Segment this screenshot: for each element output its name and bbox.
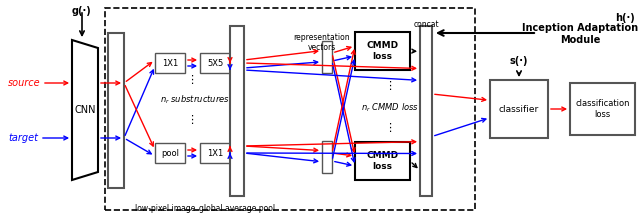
Text: source: source: [8, 78, 40, 88]
Text: $n_r$ substructures: $n_r$ substructures: [160, 94, 230, 106]
Text: classification
loss: classification loss: [575, 99, 630, 119]
Bar: [155, 53, 185, 73]
Bar: [200, 53, 230, 73]
Text: s(·): s(·): [509, 56, 528, 66]
Bar: [105, 8, 475, 210]
Text: CMMD
loss: CMMD loss: [367, 41, 399, 61]
Bar: [200, 143, 230, 163]
Text: ⋮: ⋮: [186, 115, 198, 125]
Polygon shape: [72, 40, 98, 180]
Bar: [322, 141, 332, 173]
Bar: [108, 33, 124, 188]
Bar: [420, 26, 432, 196]
Bar: [155, 143, 185, 163]
Text: 5X5: 5X5: [207, 58, 223, 68]
Bar: [355, 142, 410, 180]
Text: classifier: classifier: [499, 104, 539, 114]
Text: 1X1: 1X1: [207, 148, 223, 157]
Text: global average pool: global average pool: [199, 204, 275, 213]
Bar: [322, 41, 332, 73]
Text: concat: concat: [413, 20, 439, 29]
Text: pool: pool: [161, 148, 179, 157]
Text: ⋮: ⋮: [186, 75, 198, 85]
Text: Inception Adaptation
Module: Inception Adaptation Module: [522, 23, 638, 45]
Text: CNN: CNN: [74, 105, 96, 115]
Bar: [570, 83, 635, 135]
Bar: [230, 26, 244, 196]
Text: ⋮: ⋮: [385, 81, 396, 91]
Text: g(·): g(·): [72, 6, 92, 16]
Text: low-pixel image: low-pixel image: [135, 204, 195, 213]
Bar: [355, 32, 410, 70]
Text: target: target: [8, 133, 38, 143]
Text: 1X1: 1X1: [162, 58, 178, 68]
Text: CMMD
loss: CMMD loss: [367, 151, 399, 171]
Text: h(·): h(·): [615, 13, 635, 23]
Text: representation
vectors: representation vectors: [294, 33, 350, 52]
Text: $n_r$ CMMD loss: $n_r$ CMMD loss: [361, 102, 419, 114]
Bar: [490, 80, 548, 138]
Text: ⋮: ⋮: [385, 123, 396, 133]
